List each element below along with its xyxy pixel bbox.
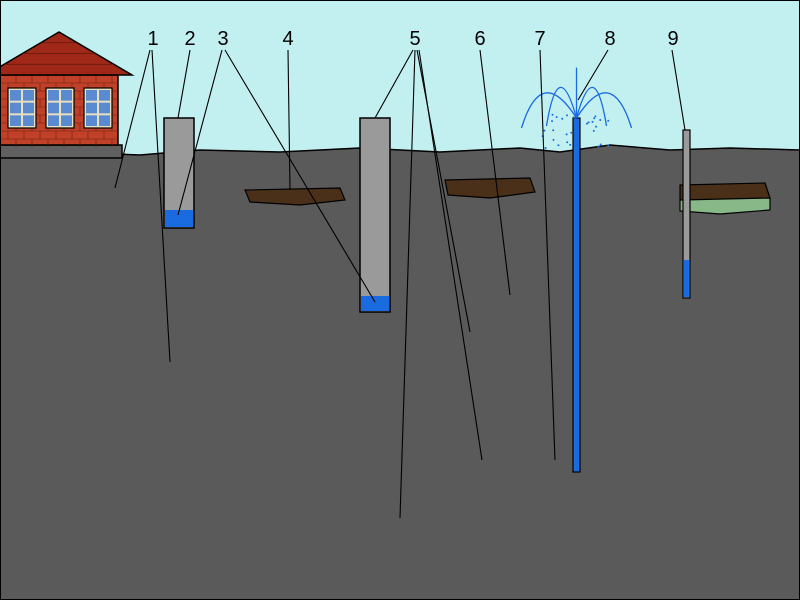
window-2 — [84, 88, 112, 128]
window-0 — [8, 88, 36, 128]
label-text-7: 7 — [534, 28, 545, 50]
label-text-5: 5 — [409, 28, 420, 50]
label-text-2: 2 — [184, 28, 195, 50]
label-text-9: 9 — [667, 28, 678, 50]
groundwater-cross-section: 123456789 — [0, 0, 800, 600]
window-1 — [46, 88, 74, 128]
label-text-6: 6 — [474, 28, 485, 50]
label-text-3: 3 — [217, 28, 228, 50]
label-text-1: 1 — [147, 28, 158, 50]
label-text-8: 8 — [604, 28, 615, 50]
pipe-right — [683, 130, 690, 298]
stratum-dark-gray-top — [0, 145, 800, 600]
well-deep — [360, 118, 390, 312]
label-text-4: 4 — [282, 28, 293, 50]
lens-green-right — [680, 198, 770, 214]
